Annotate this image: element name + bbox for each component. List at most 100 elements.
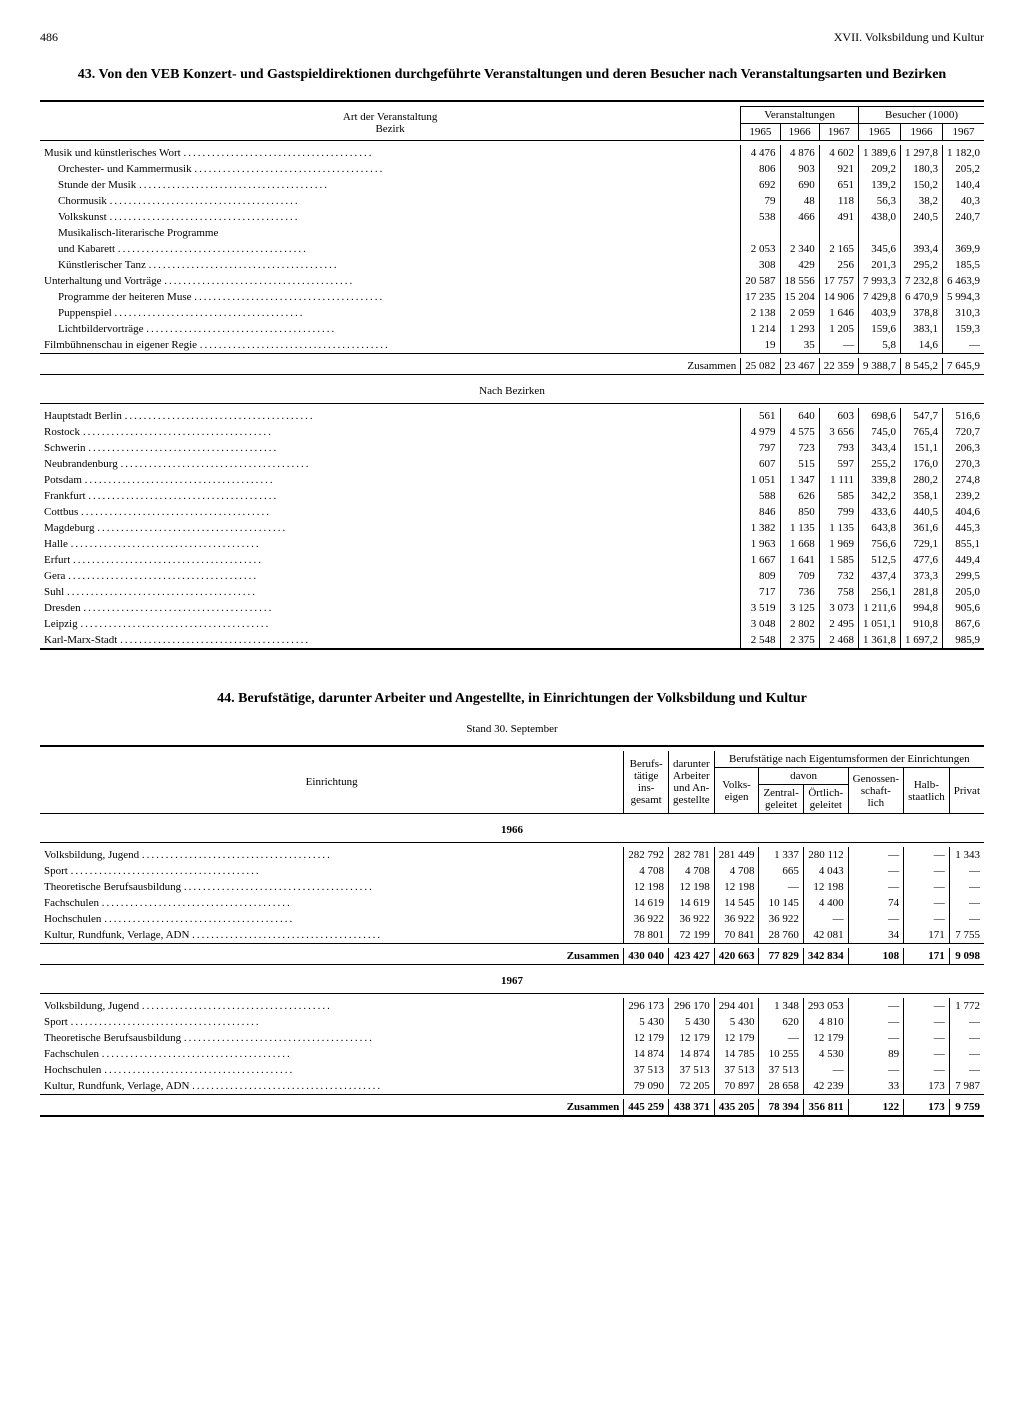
data-cell: 205,0 [943, 584, 985, 600]
data-cell: 14 874 [669, 1046, 715, 1062]
data-cell: 293 053 [803, 998, 848, 1014]
table-row: Orchester- und Kammermusik .............… [40, 161, 984, 177]
data-cell: 855,1 [943, 536, 985, 552]
data-cell: 201,3 [859, 257, 901, 273]
data-cell: 1 214 [741, 321, 780, 337]
data-cell: 240,5 [901, 209, 943, 225]
table-44-title: 44. Berufstätige, darunter Arbeiter und … [40, 689, 984, 709]
data-cell: 4 530 [803, 1046, 848, 1062]
data-cell: — [848, 879, 903, 895]
data-cell: 3 125 [780, 600, 819, 616]
row-label: Volksbildung, Jugend ...................… [40, 847, 624, 863]
data-cell: 205,2 [943, 161, 985, 177]
data-cell: 2 375 [780, 632, 819, 649]
data-cell: — [949, 879, 984, 895]
data-cell: 36 922 [669, 911, 715, 927]
table-row: Schwerin ...............................… [40, 440, 984, 456]
data-cell: — [848, 911, 903, 927]
data-cell: 70 841 [714, 927, 759, 944]
row-label: Künstlerischer Tanz ....................… [40, 257, 741, 273]
data-cell: 2 138 [741, 305, 780, 321]
sum-cell: 108 [848, 948, 903, 965]
row-label: Musik und künstlerisches Wort ..........… [40, 145, 741, 161]
data-cell: 723 [780, 440, 819, 456]
data-cell: 4 708 [624, 863, 669, 879]
row-label: Kultur, Rundfunk, Verlage, ADN .........… [40, 1078, 624, 1095]
data-cell: 42 081 [803, 927, 848, 944]
table-row: Sport ..................................… [40, 1014, 984, 1030]
data-cell: 255,2 [859, 456, 901, 472]
table-row: Fachschulen ............................… [40, 895, 984, 911]
year-col: 1966 [780, 123, 819, 140]
data-cell: 10 255 [759, 1046, 803, 1062]
data-cell: 765,4 [901, 424, 943, 440]
data-cell: 709 [780, 568, 819, 584]
table-row: Stunde der Musik .......................… [40, 177, 984, 193]
data-cell: 342,2 [859, 488, 901, 504]
sum-cell: 342 834 [803, 948, 848, 965]
data-cell: — [848, 1062, 903, 1078]
data-cell: 905,6 [943, 600, 985, 616]
data-cell: 296 173 [624, 998, 669, 1014]
row-label: Neubrandenburg .........................… [40, 456, 741, 472]
data-cell: 516,6 [943, 408, 985, 424]
table-row: Kultur, Rundfunk, Verlage, ADN .........… [40, 927, 984, 944]
data-cell: 720,7 [943, 424, 985, 440]
data-cell: 299,5 [943, 568, 985, 584]
data-cell: 7 993,3 [859, 273, 901, 289]
row-label: Kultur, Rundfunk, Verlage, ADN .........… [40, 927, 624, 944]
sum-cell: 356 811 [803, 1099, 848, 1116]
data-cell: 1 348 [759, 998, 803, 1014]
data-cell: 383,1 [901, 321, 943, 337]
data-cell: 37 513 [759, 1062, 803, 1078]
data-cell: 18 556 [780, 273, 819, 289]
data-cell: — [949, 1062, 984, 1078]
table-row: Chormusik ..............................… [40, 193, 984, 209]
data-cell: 345,6 [859, 241, 901, 257]
data-cell: 270,3 [943, 456, 985, 472]
data-cell: 361,6 [901, 520, 943, 536]
data-cell [859, 225, 901, 241]
sum-label: Zusammen [40, 948, 624, 965]
row-label: Rostock ................................… [40, 424, 741, 440]
data-cell: 239,2 [943, 488, 985, 504]
data-cell: 1 135 [780, 520, 819, 536]
data-cell: 5,8 [859, 337, 901, 354]
sum-cell: 9 388,7 [859, 358, 901, 375]
table-row: Volksbildung, Jugend ...................… [40, 847, 984, 863]
data-cell: 296 170 [669, 998, 715, 1014]
data-cell: 171 [904, 927, 950, 944]
data-cell: 17 235 [741, 289, 780, 305]
table-row: Potsdam ................................… [40, 472, 984, 488]
data-cell: 36 922 [624, 911, 669, 927]
col-privat: Privat [949, 768, 984, 814]
data-cell: 12 179 [669, 1030, 715, 1046]
sum-cell: 173 [904, 1099, 950, 1116]
data-cell: 280 112 [803, 847, 848, 863]
year-1966: 1966 [40, 818, 984, 843]
data-cell: 429 [780, 257, 819, 273]
data-cell: 14 906 [819, 289, 858, 305]
data-cell: 643,8 [859, 520, 901, 536]
group-besucher: Besucher (1000) [859, 106, 985, 123]
row-label: Volkskunst .............................… [40, 209, 741, 225]
sum-cell: 435 205 [714, 1099, 759, 1116]
data-cell: 403,9 [859, 305, 901, 321]
sum-cell: 25 082 [741, 358, 780, 375]
data-cell: 14 545 [714, 895, 759, 911]
data-cell: 4 810 [803, 1014, 848, 1030]
data-cell: 806 [741, 161, 780, 177]
data-cell: 1 389,6 [859, 145, 901, 161]
sum-cell: 423 427 [669, 948, 715, 965]
table-43-title: 43. Von den VEB Konzert- und Gastspieldi… [40, 65, 984, 85]
data-cell: 698,6 [859, 408, 901, 424]
sum-cell: 122 [848, 1099, 903, 1116]
sum-cell: 78 394 [759, 1099, 803, 1116]
table-row: Theoretische Berufsausbildung ..........… [40, 1030, 984, 1046]
row-label: Dresden ................................… [40, 600, 741, 616]
table-44-date: Stand 30. September [40, 723, 984, 735]
data-cell: 36 922 [759, 911, 803, 927]
data-cell: 547,7 [901, 408, 943, 424]
data-cell: 14 619 [669, 895, 715, 911]
data-cell: 339,8 [859, 472, 901, 488]
